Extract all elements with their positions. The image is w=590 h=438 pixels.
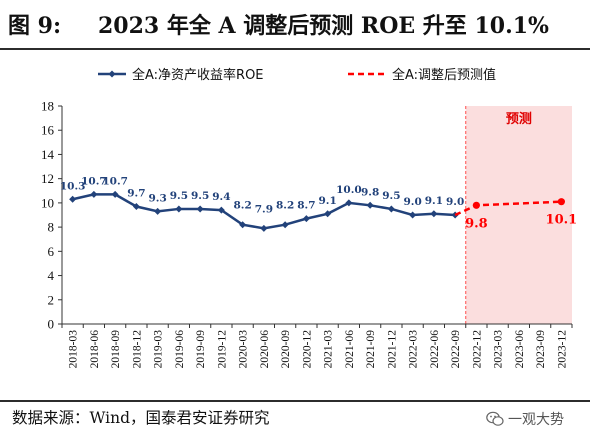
- data-source-note: 数据来源：Wind，国泰君安证券研究: [12, 409, 270, 427]
- y-tick-label: 18: [41, 99, 54, 114]
- data-point-actual: [132, 203, 140, 211]
- y-tick-label: 8: [48, 220, 55, 235]
- data-point-actual: [409, 211, 417, 219]
- data-point-actual: [111, 190, 119, 198]
- data-point-actual: [387, 205, 395, 213]
- data-point-actual: [217, 206, 225, 214]
- data-label-actual: 10.0: [336, 184, 362, 196]
- x-tick-label: 2021-12: [386, 330, 398, 369]
- data-label-actual: 9.5: [170, 190, 188, 202]
- y-tick-label: 16: [41, 123, 55, 138]
- data-point-actual: [430, 210, 438, 218]
- data-label-actual: 9.8: [361, 186, 379, 198]
- legend-actual-marker: [108, 70, 116, 78]
- y-tick-label: 14: [41, 147, 55, 162]
- data-label-actual: 8.7: [297, 200, 315, 212]
- data-point-actual: [90, 190, 98, 198]
- data-point-forecast: [557, 198, 565, 206]
- x-tick-label: 2020-03: [238, 330, 250, 369]
- x-tick-label: 2022-06: [429, 330, 441, 369]
- data-label-actual: 7.9: [255, 203, 273, 215]
- x-tick-label: 2020-12: [301, 330, 313, 369]
- forecast-region-label: 预测: [506, 111, 532, 127]
- x-tick-label: 2021-09: [365, 330, 377, 369]
- x-tick-label: 2018-09: [110, 330, 122, 369]
- x-tick-label: 2023-12: [556, 330, 568, 369]
- x-tick-label: 2018-12: [131, 330, 143, 369]
- data-label-actual: 9.4: [212, 191, 230, 203]
- data-point-actual: [324, 210, 332, 218]
- data-label-actual: 9.5: [382, 190, 400, 202]
- data-label-actual: 9.1: [318, 195, 336, 207]
- x-tick-label: 2021-03: [323, 330, 335, 369]
- data-label-actual: 8.2: [233, 200, 251, 212]
- x-tick-label: 2021-06: [344, 330, 356, 369]
- data-label-actual: 10.3: [60, 180, 86, 192]
- data-point-actual: [366, 201, 374, 209]
- data-point-actual: [345, 199, 353, 207]
- x-tick-label: 2019-09: [195, 330, 207, 369]
- watermark: 一观大势: [486, 408, 586, 430]
- legend-actual-label: 全A:净资产收益率ROE: [132, 67, 264, 83]
- x-tick-label: 2022-03: [408, 330, 420, 369]
- bottom-rule: [0, 400, 590, 402]
- data-label-forecast: 10.1: [546, 213, 578, 228]
- data-label-actual: 8.2: [276, 200, 294, 212]
- data-label-actual: 10.7: [81, 175, 107, 187]
- y-tick-label: 6: [48, 244, 55, 259]
- data-label-actual: 10.7: [102, 175, 128, 187]
- y-tick-label: 0: [48, 317, 55, 332]
- data-point-actual: [302, 215, 310, 223]
- top-rule: [0, 48, 590, 50]
- y-tick-label: 4: [48, 268, 55, 283]
- y-tick-label: 10: [41, 195, 54, 210]
- data-label-actual: 9.3: [148, 192, 166, 204]
- figure-title: 图 9: 2023 年全 A 调整后预测 ROE 升至 10.1%: [8, 6, 582, 46]
- legend-forecast-label: 全A:调整后预测值: [392, 67, 496, 83]
- x-tick-label: 2023-09: [535, 330, 547, 369]
- data-label-actual: 9.1: [425, 195, 443, 207]
- data-point-actual: [196, 205, 204, 213]
- forecast-region: [465, 106, 572, 324]
- figure-title-text: 2023 年全 A 调整后预测 ROE 升至 10.1%: [98, 13, 549, 39]
- data-label-actual: 9.0: [403, 196, 421, 208]
- x-tick-label: 2023-06: [514, 330, 526, 369]
- x-tick-label: 2019-03: [153, 330, 165, 369]
- data-point-actual: [69, 195, 77, 203]
- data-point-actual: [154, 207, 162, 215]
- x-tick-label: 2019-06: [174, 330, 186, 369]
- x-tick-label: 2020-06: [259, 330, 271, 369]
- x-tick-label: 2020-09: [280, 330, 292, 369]
- data-label-forecast: 9.8: [465, 216, 488, 231]
- x-tick-label: 2023-03: [493, 330, 505, 369]
- figure-number: 图 9:: [8, 13, 62, 39]
- data-label-actual: 9.7: [127, 188, 145, 200]
- data-label-actual: 9.0: [446, 196, 464, 208]
- watermark-text: 一观大势: [508, 412, 564, 428]
- wechat-icon: [486, 411, 504, 426]
- y-tick-label: 12: [41, 171, 54, 186]
- data-point-actual: [239, 221, 247, 229]
- data-point-actual: [175, 205, 183, 213]
- y-tick-label: 2: [48, 292, 55, 307]
- data-point-actual: [260, 224, 268, 232]
- roe-line-chart: 预测 0 2 4 6 8 10 12 14 16 18 2018-03 2018-06 2018-09 20…: [41, 67, 578, 369]
- x-tick-label: 2019-12: [216, 330, 228, 369]
- x-tick-label: 2022-09: [450, 330, 462, 369]
- data-point-forecast: [472, 201, 480, 209]
- data-point-actual: [281, 221, 289, 229]
- data-label-actual: 9.5: [191, 190, 209, 202]
- x-tick-label: 2022-12: [471, 330, 483, 369]
- x-tick-label: 2018-03: [68, 330, 80, 369]
- x-tick-label: 2018-06: [89, 330, 101, 369]
